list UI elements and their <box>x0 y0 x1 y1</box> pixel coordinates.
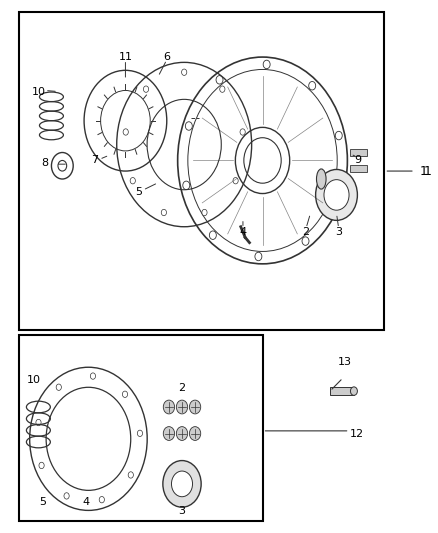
Circle shape <box>333 191 340 199</box>
Bar <box>350 165 367 172</box>
Circle shape <box>58 160 67 171</box>
Circle shape <box>324 180 349 210</box>
Circle shape <box>123 129 128 135</box>
Text: 10: 10 <box>32 86 46 96</box>
Text: 10: 10 <box>27 375 41 385</box>
Circle shape <box>138 430 142 437</box>
Circle shape <box>220 86 225 92</box>
Circle shape <box>163 426 175 440</box>
Text: 3: 3 <box>335 227 342 237</box>
Circle shape <box>185 122 192 130</box>
Text: 2: 2 <box>178 383 186 393</box>
Text: 9: 9 <box>355 156 362 165</box>
Circle shape <box>39 462 44 469</box>
Text: 11: 11 <box>118 52 132 62</box>
Circle shape <box>316 169 357 220</box>
Circle shape <box>130 177 135 184</box>
Text: 3: 3 <box>179 506 186 516</box>
Text: 4: 4 <box>240 227 247 237</box>
Circle shape <box>309 82 316 90</box>
Bar <box>19 335 262 521</box>
Text: 1: 1 <box>419 165 427 177</box>
Circle shape <box>36 419 41 426</box>
Circle shape <box>161 209 166 216</box>
Circle shape <box>233 177 238 184</box>
Circle shape <box>51 152 73 179</box>
Bar <box>330 387 354 395</box>
Text: 1: 1 <box>424 165 431 177</box>
Text: 12: 12 <box>350 429 364 439</box>
Circle shape <box>99 496 104 503</box>
Circle shape <box>240 129 245 135</box>
Circle shape <box>122 391 127 398</box>
Text: 2: 2 <box>303 227 310 237</box>
Ellipse shape <box>317 169 326 189</box>
Circle shape <box>263 60 270 69</box>
Circle shape <box>216 76 223 84</box>
Circle shape <box>143 86 148 92</box>
Circle shape <box>163 400 175 414</box>
Bar <box>19 12 385 330</box>
Text: 7: 7 <box>92 156 99 165</box>
Text: 13: 13 <box>338 357 352 367</box>
Text: 5: 5 <box>135 187 142 197</box>
Circle shape <box>171 471 193 497</box>
Text: 6: 6 <box>163 52 170 62</box>
Circle shape <box>255 252 262 261</box>
Circle shape <box>64 492 69 499</box>
Circle shape <box>209 231 216 239</box>
Circle shape <box>189 400 201 414</box>
Circle shape <box>202 209 207 216</box>
Circle shape <box>177 426 187 440</box>
Circle shape <box>56 384 61 390</box>
Circle shape <box>335 131 342 140</box>
Circle shape <box>182 69 187 75</box>
Circle shape <box>177 400 187 414</box>
Circle shape <box>302 237 309 245</box>
Circle shape <box>183 181 190 190</box>
Circle shape <box>350 387 357 395</box>
Circle shape <box>163 461 201 507</box>
Circle shape <box>90 373 95 379</box>
Bar <box>350 149 367 156</box>
Text: 4: 4 <box>83 497 90 507</box>
Text: 8: 8 <box>41 158 49 168</box>
Text: 5: 5 <box>39 497 46 507</box>
Circle shape <box>128 472 134 478</box>
Circle shape <box>189 426 201 440</box>
